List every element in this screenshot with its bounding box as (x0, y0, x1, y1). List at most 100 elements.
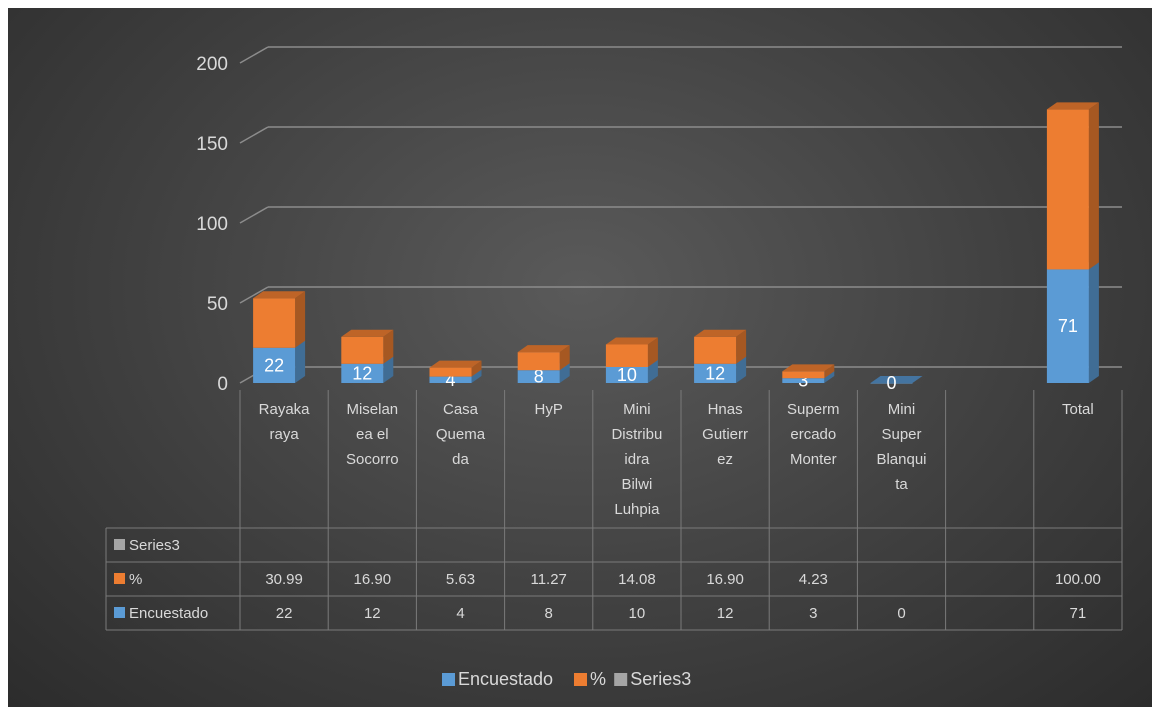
category-label: Quema (436, 426, 486, 443)
chart-area: 0 50 100 150 200 22 12 4 8 10 12 3 0 71 Rayaka raya Mise… (8, 8, 1152, 707)
category-label: raya (270, 426, 300, 443)
bar-Encuestado-3 (517, 370, 560, 383)
legend-key-% (574, 673, 587, 686)
bar-%-6 (782, 371, 825, 379)
category-label: Distribu (611, 426, 662, 443)
bar-side-%-5 (736, 329, 747, 364)
table-legend-key-Series3 (114, 539, 125, 550)
bar-side-%-1 (383, 329, 394, 364)
bar-Encuestado-1 (341, 363, 384, 383)
bar-side-Encuestado-0 (295, 340, 306, 383)
bar-Encuestado-9 (1046, 269, 1089, 383)
bar-side-%-0 (295, 291, 306, 348)
bar-top-%-6 (782, 364, 835, 372)
bar-side-Encuestado-2 (471, 369, 482, 383)
data-label: 4 (445, 370, 455, 390)
data-label: 12 (705, 363, 725, 383)
y-tick-label: 200 (196, 54, 228, 75)
category-label: Socorro (346, 451, 399, 468)
data-label: 8 (534, 367, 544, 387)
bar-%-3 (517, 352, 560, 371)
category-label: ez (717, 451, 733, 468)
table-cell: 12 (717, 605, 734, 622)
bar-side-%-2 (471, 360, 482, 377)
category-label: Hnas (708, 401, 743, 418)
bar-top-%-5 (694, 329, 747, 337)
category-label: idra (624, 451, 650, 468)
bar-side-Encuestado-3 (559, 363, 570, 383)
gridline-diag-100 (239, 206, 269, 224)
bar-side-Encuestado-9 (1088, 262, 1099, 383)
category-label: ercado (790, 426, 836, 443)
category-label: Blanqui (876, 451, 926, 468)
category-label: ta (895, 476, 908, 493)
table-cell: 30.99 (265, 571, 303, 588)
bar-%-9 (1046, 109, 1089, 270)
category-label: Miselan (346, 401, 398, 418)
category-label: Super (881, 426, 921, 443)
legend-key-Encuestado (442, 673, 455, 686)
bar-top-%-2 (429, 360, 482, 368)
data-label: 10 (617, 365, 637, 385)
table-row-name: Encuestado (129, 605, 208, 622)
table-legend-key-Encuestado (114, 607, 125, 618)
y-tick-label: 0 (217, 374, 228, 395)
bar-%-4 (605, 344, 648, 367)
table-cell: 4 (456, 605, 464, 622)
bar-%-0 (253, 298, 296, 348)
category-label: Casa (443, 401, 479, 418)
bar-side-%-9 (1088, 102, 1099, 270)
bar-Encuestado-5 (694, 363, 737, 383)
table-cell: 11.27 (530, 571, 566, 588)
category-label: Gutierr (702, 426, 748, 443)
table-row-name: % (129, 571, 142, 588)
bar-side-%-4 (647, 337, 658, 367)
bar-side-Encuestado-1 (383, 356, 394, 383)
table-legend-key-% (114, 573, 125, 584)
bar-Encuestado-6 (782, 378, 825, 383)
table-cell: 8 (545, 605, 553, 622)
table-cell: 100.00 (1055, 571, 1101, 588)
category-label: ea el (356, 426, 389, 443)
bar-%-5 (694, 336, 737, 364)
table-cell: 5.63 (446, 571, 475, 588)
bar-Encuestado-2 (429, 376, 472, 383)
category-label: HyP (535, 401, 563, 418)
data-label: 71 (1058, 316, 1078, 336)
bar-top-%-0 (253, 291, 306, 299)
bar-side-%-6 (824, 364, 835, 379)
table-cell: 71 (1070, 605, 1087, 622)
bar-%-2 (429, 367, 472, 377)
data-label: 12 (352, 363, 372, 383)
category-label: Monter (790, 451, 837, 468)
table-cell: 16.90 (354, 571, 392, 588)
bar-side-%-3 (559, 345, 570, 371)
category-label: Luhpia (614, 501, 660, 518)
bar-side-Encuestado-6 (824, 371, 835, 383)
table-cell: 4.23 (799, 571, 828, 588)
gridline-diag-150 (239, 126, 269, 144)
bar-top-Encuestado-7 (870, 376, 923, 383)
table-cell: 0 (897, 605, 905, 622)
bar-Encuestado-7 (870, 383, 913, 384)
y-tick-label: 50 (207, 294, 228, 315)
table-cell: 3 (809, 605, 817, 622)
y-tick-label: 100 (196, 214, 228, 235)
bar-side-Encuestado-5 (736, 356, 747, 383)
category-label: Mini (888, 401, 916, 418)
legend-key-Series3 (614, 673, 628, 686)
legend-label: Series3 (630, 669, 691, 689)
bar-%-1 (341, 336, 384, 364)
table-cell: 10 (629, 605, 646, 622)
table-cell: 14.08 (618, 571, 656, 588)
bar-side-Encuestado-4 (647, 360, 658, 383)
data-label: 3 (798, 371, 808, 391)
category-label: Mini (623, 401, 651, 418)
data-label: 0 (886, 373, 896, 393)
category-label: Superm (787, 401, 840, 418)
bar-top-%-4 (605, 337, 658, 345)
category-label: Bilwi (621, 476, 652, 493)
category-label: Total (1062, 401, 1094, 418)
bar-Encuestado-4 (605, 367, 648, 383)
